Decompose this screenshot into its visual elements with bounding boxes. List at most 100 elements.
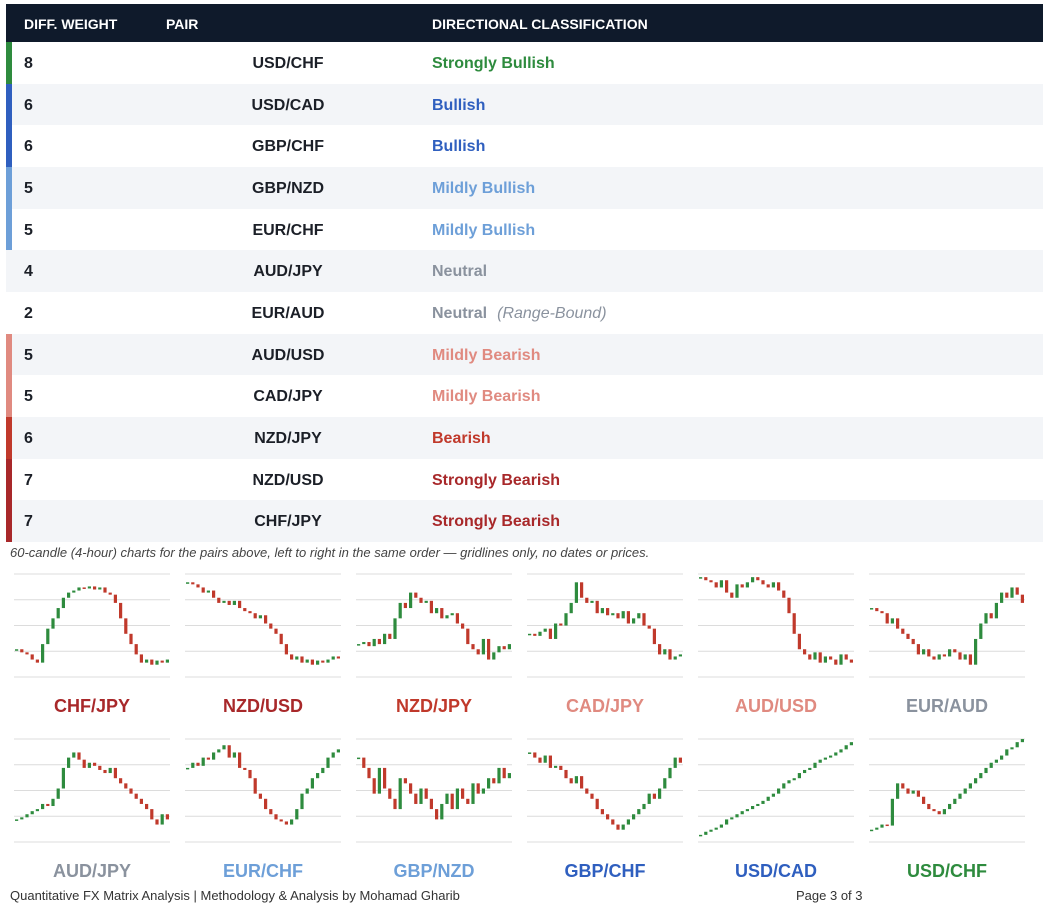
candle [818, 652, 822, 663]
candle [398, 602, 402, 619]
candle [466, 628, 470, 645]
candle [414, 793, 418, 804]
candle [569, 778, 573, 784]
candle [461, 788, 465, 799]
candle [393, 618, 397, 639]
candle [761, 580, 765, 585]
candle [994, 602, 998, 619]
candle [777, 788, 781, 794]
candle [771, 793, 775, 797]
candle [880, 824, 884, 828]
candle [155, 819, 159, 825]
pair: GBP/CHF [252, 138, 324, 156]
table-row: 2 EUR/AUD Neutral (Range-Bound) [6, 292, 1043, 335]
table-header: DIFF. WEIGHT PAIR DIRECTIONAL CLASSIFICA… [6, 4, 1043, 42]
candle [637, 809, 641, 815]
candle [51, 618, 55, 629]
candle [787, 780, 791, 784]
candle [481, 788, 485, 794]
candle [25, 814, 29, 818]
weight: 7 [24, 513, 33, 531]
candle [222, 600, 226, 603]
candle [212, 590, 216, 598]
candle [383, 633, 387, 645]
candle [160, 814, 164, 825]
candle [481, 638, 485, 655]
candle [274, 628, 278, 634]
weight: 6 [24, 430, 33, 448]
candle [103, 587, 107, 593]
candle [367, 767, 371, 779]
candle [968, 654, 972, 665]
candle [186, 767, 190, 770]
chart-label: GBP/NZD [394, 861, 475, 881]
candle [564, 613, 568, 626]
classification-note: (Range-Bound) [497, 305, 607, 323]
candle [155, 660, 159, 665]
charts: CHF/JPY NZD/USD NZD/JPY CAD/JPY AUD/USD EUR/A… [14, 573, 1025, 881]
candle [440, 608, 444, 619]
candle [119, 602, 123, 619]
classification-text: Mildly Bearish [432, 388, 541, 406]
weight: 5 [24, 388, 33, 406]
candle [709, 580, 713, 583]
candle [20, 649, 24, 653]
candle [953, 649, 957, 653]
candle [1000, 755, 1004, 760]
candle [574, 776, 578, 784]
candle [419, 788, 423, 804]
pair: USD/CAD [251, 96, 325, 114]
classification: Strongly Bearish [432, 513, 560, 531]
candle [932, 656, 936, 660]
pair: AUD/JPY [253, 263, 323, 281]
candle [222, 745, 226, 750]
candle [248, 769, 252, 779]
candle [461, 623, 465, 629]
pair: AUD/USD [251, 346, 325, 364]
candle [321, 767, 325, 774]
candle [958, 652, 962, 660]
row-indicator [6, 417, 12, 460]
table-row: 6 USD/CAD Bullish [6, 83, 1043, 126]
chart-label: AUD/JPY [53, 861, 131, 881]
candle [564, 769, 568, 779]
classification: Mildly Bullish [432, 222, 535, 240]
candle [61, 597, 65, 609]
candle [227, 600, 231, 605]
candle [642, 613, 646, 626]
candle [507, 773, 511, 779]
candle [398, 778, 402, 810]
classification-text: Neutral [432, 263, 488, 281]
candle [56, 608, 60, 619]
candle [658, 644, 662, 655]
candle [590, 793, 594, 799]
candle [616, 613, 620, 619]
candle [41, 803, 45, 810]
candle [813, 652, 817, 660]
chart-label: AUD/USD [735, 696, 817, 716]
candle [310, 659, 314, 665]
candle [77, 752, 81, 760]
weight: 5 [24, 346, 33, 364]
candle [435, 809, 439, 820]
candle [279, 819, 283, 822]
candle [476, 649, 480, 655]
candle [699, 834, 703, 837]
candle [1000, 592, 1004, 603]
candle [362, 642, 366, 645]
candle [792, 613, 796, 634]
chart-label: NZD/JPY [396, 696, 472, 716]
candle [377, 767, 381, 794]
footer-left: Quantitative FX Matrix Analysis | Method… [10, 888, 460, 903]
candle [704, 577, 708, 581]
candle [823, 757, 827, 760]
candle [668, 767, 672, 779]
classification-text: Mildly Bearish [432, 346, 541, 364]
pair: NZD/USD [252, 471, 324, 489]
table-row: 5 GBP/NZD Mildly Bullish [6, 167, 1043, 209]
candle [673, 757, 677, 768]
candle [652, 793, 656, 799]
candle [637, 613, 641, 619]
candle [113, 767, 117, 779]
pair: CAD/JPY [253, 388, 323, 406]
